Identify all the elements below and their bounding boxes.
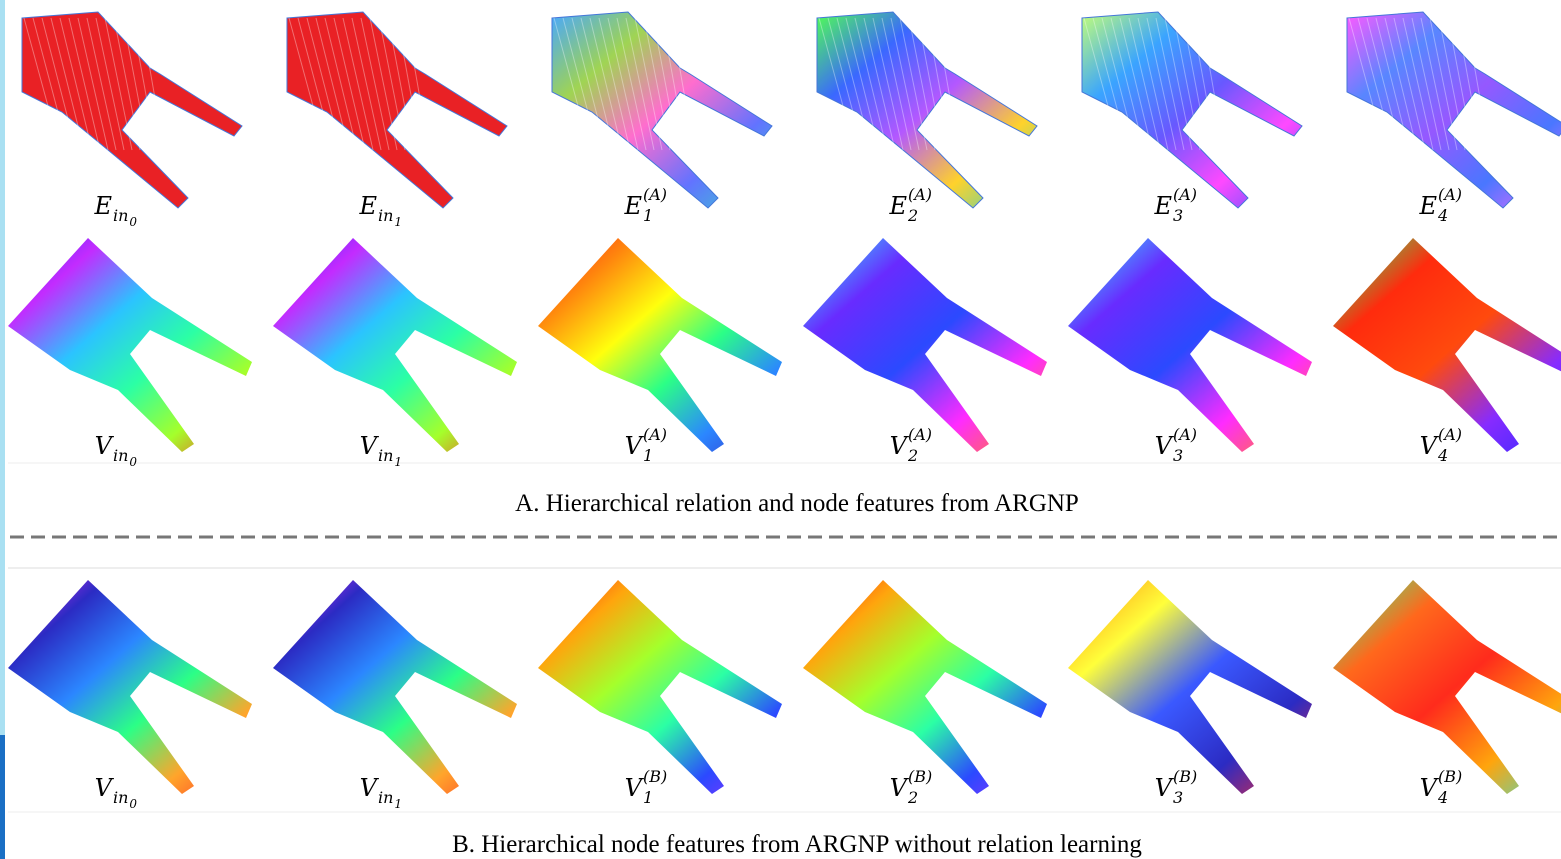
figure-cell (22, 12, 242, 208)
label-subscript: in (113, 206, 128, 225)
label-base: V (360, 774, 380, 802)
label-superscript: (A) (1173, 425, 1197, 444)
figure-cell (8, 238, 252, 452)
label-base: E (888, 192, 907, 220)
label-subscript: 2 (907, 206, 918, 225)
caption: A. Hierarchical relation and node featur… (515, 490, 1079, 517)
label-superscript: (A) (908, 425, 932, 444)
label-superscript: (A) (908, 185, 932, 204)
label-subscript: 4 (1437, 446, 1448, 465)
label-base: V (625, 432, 645, 460)
label-subscript: 0 (129, 215, 137, 229)
label-superscript: (A) (1173, 185, 1197, 204)
point-cloud (1347, 12, 1561, 208)
figure-cell (803, 580, 1047, 794)
figure-cell (1082, 12, 1302, 208)
side-strip (0, 0, 5, 859)
label-subscript: 4 (1437, 788, 1448, 807)
label-subscript: 4 (1437, 206, 1448, 225)
label-subscript: 3 (1173, 206, 1183, 225)
label-subscript: 1 (394, 215, 402, 229)
figure: A. Hierarchical relation and node featur… (0, 0, 1561, 859)
figure-cell (1347, 12, 1561, 208)
side-strip-dark (0, 735, 5, 859)
label-subscript: in (378, 206, 393, 225)
figure-cell (1333, 580, 1561, 794)
point-cloud (538, 580, 782, 794)
label-superscript: (B) (643, 767, 667, 786)
point-cloud (1333, 238, 1561, 452)
point-cloud (8, 580, 252, 794)
label-base: V (1155, 774, 1175, 802)
label-subscript: 2 (907, 446, 918, 465)
label-subscript: 0 (129, 455, 137, 469)
figure-cell (1068, 580, 1312, 794)
figure-cell (817, 12, 1037, 208)
label-subscript: in (113, 446, 128, 465)
label-superscript: (A) (643, 185, 667, 204)
point-cloud (273, 238, 517, 452)
point-cloud (803, 238, 1047, 452)
point-cloud (8, 238, 252, 452)
figure-cell (273, 238, 517, 452)
label-subscript: in (113, 788, 128, 807)
label-base: V (1420, 432, 1440, 460)
point-cloud (1333, 580, 1561, 794)
label-superscript: (A) (1438, 185, 1462, 204)
caption: B. Hierarchical node features from ARGNP… (452, 831, 1142, 858)
label-base: V (625, 774, 645, 802)
label-base: E (1153, 192, 1172, 220)
label-superscript: (A) (643, 425, 667, 444)
figure-cell (538, 580, 782, 794)
label-base: E (93, 192, 112, 220)
figure-cell (538, 238, 782, 452)
label-base: V (95, 432, 115, 460)
figure-cell (803, 238, 1047, 452)
label-superscript: (B) (1173, 767, 1197, 786)
label-superscript: (A) (1438, 425, 1462, 444)
label-base: E (623, 192, 642, 220)
figure-cell (1333, 238, 1561, 452)
label-subscript: 1 (643, 788, 653, 807)
figure-cell (287, 12, 507, 208)
point-cloud (273, 580, 517, 794)
point-cloud (1068, 580, 1312, 794)
figure-cell (552, 12, 772, 208)
label-subscript: 3 (1173, 788, 1183, 807)
point-cloud (1068, 238, 1312, 452)
label-base: E (358, 192, 377, 220)
label-base: V (1155, 432, 1175, 460)
label-base: V (1420, 774, 1440, 802)
point-cloud (803, 580, 1047, 794)
label-base: V (95, 774, 115, 802)
label-subscript: in (378, 446, 393, 465)
label-superscript: (B) (1438, 767, 1462, 786)
label-superscript: (B) (908, 767, 932, 786)
label-base: V (890, 774, 910, 802)
label-base: E (1418, 192, 1437, 220)
label-subscript: 3 (1173, 446, 1183, 465)
label-subscript: 0 (129, 797, 137, 811)
page: A. Hierarchical relation and node featur… (0, 0, 1561, 859)
label-subscript: 1 (394, 797, 402, 811)
label-subscript: in (378, 788, 393, 807)
label-subscript: 1 (643, 206, 653, 225)
label-base: V (890, 432, 910, 460)
figure-cell (8, 580, 252, 794)
point-cloud (538, 238, 782, 452)
label-subscript: 1 (643, 446, 653, 465)
label-subscript: 2 (907, 788, 918, 807)
label-base: V (360, 432, 380, 460)
figure-cell (1068, 238, 1312, 452)
label-subscript: 1 (394, 455, 402, 469)
figure-cell (273, 580, 517, 794)
